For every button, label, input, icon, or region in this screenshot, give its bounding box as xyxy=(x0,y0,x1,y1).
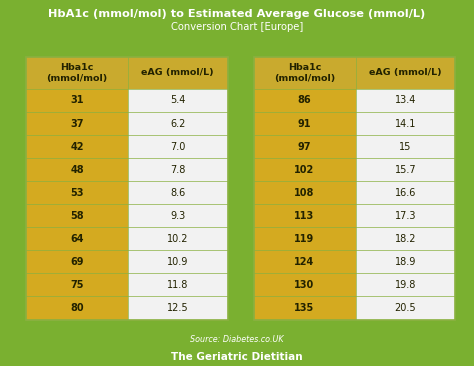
Text: 13.4: 13.4 xyxy=(394,96,416,105)
Bar xyxy=(128,181,228,204)
Text: 14.1: 14.1 xyxy=(394,119,416,128)
Text: 12.5: 12.5 xyxy=(167,303,189,313)
Text: 53: 53 xyxy=(70,188,84,198)
Bar xyxy=(254,181,356,204)
Bar xyxy=(356,181,455,204)
Bar xyxy=(356,273,455,296)
Bar xyxy=(356,250,455,273)
Text: Hba1c: Hba1c xyxy=(60,63,94,71)
Bar xyxy=(254,112,356,135)
Text: eAG (mmol/L): eAG (mmol/L) xyxy=(141,68,214,77)
Text: Conversion Chart [Europe]: Conversion Chart [Europe] xyxy=(171,22,303,32)
Bar xyxy=(254,57,455,320)
Text: 86: 86 xyxy=(298,96,311,105)
Bar xyxy=(254,273,356,296)
Bar xyxy=(356,135,455,158)
Bar xyxy=(254,57,455,89)
Text: 108: 108 xyxy=(294,188,315,198)
Bar xyxy=(128,112,228,135)
Text: 18.2: 18.2 xyxy=(394,234,416,244)
Bar xyxy=(356,296,455,320)
Bar xyxy=(128,227,228,250)
Bar xyxy=(128,135,228,158)
Text: 15.7: 15.7 xyxy=(394,165,416,175)
Text: HbA1c (mmol/mol) to Estimated Average Glucose (mmol/L): HbA1c (mmol/mol) to Estimated Average Gl… xyxy=(48,9,426,19)
Bar xyxy=(26,89,128,112)
Bar xyxy=(26,158,128,181)
Text: 17.3: 17.3 xyxy=(394,211,416,221)
Bar xyxy=(254,296,356,320)
Text: 97: 97 xyxy=(298,142,311,152)
Text: 48: 48 xyxy=(70,165,84,175)
Bar xyxy=(254,158,356,181)
Text: 69: 69 xyxy=(70,257,84,267)
Text: (mmol/mol): (mmol/mol) xyxy=(274,74,335,83)
Bar xyxy=(26,57,228,320)
Text: 15: 15 xyxy=(399,142,411,152)
Bar xyxy=(254,204,356,227)
Text: 124: 124 xyxy=(294,257,315,267)
Text: 10.2: 10.2 xyxy=(167,234,189,244)
Bar xyxy=(128,273,228,296)
Bar xyxy=(356,89,455,112)
Bar xyxy=(26,181,128,204)
Text: eAG (mmol/L): eAG (mmol/L) xyxy=(369,68,442,77)
Text: 37: 37 xyxy=(70,119,84,128)
Text: 11.8: 11.8 xyxy=(167,280,189,290)
Text: 9.3: 9.3 xyxy=(170,211,185,221)
Bar xyxy=(254,250,356,273)
Text: The Geriatric Dietitian: The Geriatric Dietitian xyxy=(171,352,303,362)
Bar xyxy=(26,204,128,227)
Text: 91: 91 xyxy=(298,119,311,128)
Text: Hba1c: Hba1c xyxy=(288,63,321,71)
Text: 113: 113 xyxy=(294,211,315,221)
Bar xyxy=(356,204,455,227)
Bar xyxy=(128,158,228,181)
Bar xyxy=(128,204,228,227)
Text: (mmol/mol): (mmol/mol) xyxy=(46,74,108,83)
Bar xyxy=(26,296,128,320)
Text: 5.4: 5.4 xyxy=(170,96,185,105)
Bar xyxy=(254,135,356,158)
Text: 6.2: 6.2 xyxy=(170,119,185,128)
Text: 130: 130 xyxy=(294,280,315,290)
Bar xyxy=(26,227,128,250)
Bar xyxy=(356,112,455,135)
Text: 7.8: 7.8 xyxy=(170,165,185,175)
Bar xyxy=(128,89,228,112)
Bar xyxy=(26,250,128,273)
Text: 16.6: 16.6 xyxy=(394,188,416,198)
Text: 42: 42 xyxy=(70,142,84,152)
Text: 64: 64 xyxy=(70,234,84,244)
Text: 18.9: 18.9 xyxy=(394,257,416,267)
Text: 119: 119 xyxy=(294,234,315,244)
Bar xyxy=(26,273,128,296)
Bar xyxy=(254,89,356,112)
Text: 8.6: 8.6 xyxy=(170,188,185,198)
Text: 31: 31 xyxy=(70,96,84,105)
Text: 102: 102 xyxy=(294,165,315,175)
Text: 7.0: 7.0 xyxy=(170,142,185,152)
Bar xyxy=(356,158,455,181)
Bar xyxy=(254,227,356,250)
Text: 20.5: 20.5 xyxy=(394,303,416,313)
Bar xyxy=(128,250,228,273)
Text: Source: Diabetes.co.UK: Source: Diabetes.co.UK xyxy=(190,335,284,344)
Text: 80: 80 xyxy=(70,303,84,313)
Bar xyxy=(356,227,455,250)
Bar xyxy=(128,296,228,320)
Text: 10.9: 10.9 xyxy=(167,257,189,267)
Text: 58: 58 xyxy=(70,211,84,221)
Bar xyxy=(26,57,228,89)
Text: 135: 135 xyxy=(294,303,315,313)
Bar xyxy=(26,112,128,135)
Text: 19.8: 19.8 xyxy=(394,280,416,290)
Text: 75: 75 xyxy=(70,280,84,290)
Bar xyxy=(26,135,128,158)
